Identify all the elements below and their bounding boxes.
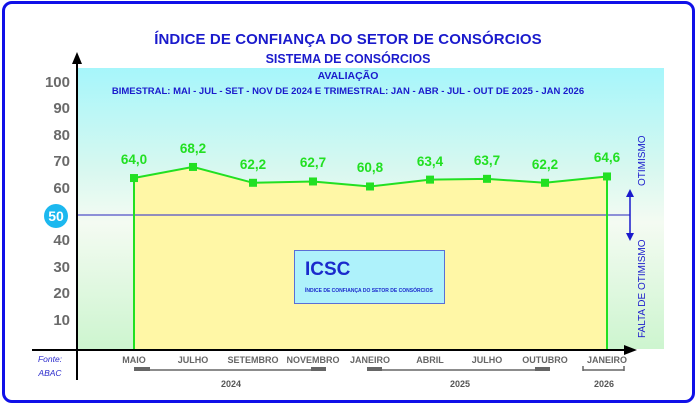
series-line: [130, 162, 611, 350]
year-bracket-2024: [134, 367, 326, 371]
data-value-label: 63,4: [416, 153, 444, 169]
arrow-down-icon: [626, 233, 634, 241]
data-value-label: 62,2: [531, 156, 559, 172]
year-label-2025: 2025: [449, 379, 471, 389]
y-tick-90: 90: [53, 100, 70, 118]
source-label: Fonte:: [37, 354, 63, 364]
chart-period: BIMESTRAL: MAI - JUL - SET - NOV DE 2024…: [111, 86, 585, 97]
data-point-marker: [426, 175, 434, 184]
x-tick-label: MAIO: [122, 355, 146, 365]
data-value-label: 62,2: [239, 156, 267, 172]
year-label-2026: 2026: [593, 379, 615, 389]
data-point-marker: [309, 177, 317, 186]
arrow-up-icon: [626, 189, 634, 197]
data-value-label: 64,6: [593, 150, 621, 166]
legend-subtitle: ÍNDICE DE CONFIANÇA DO SETOR DE CONSÓRCI…: [305, 288, 433, 294]
y-tick-70: 70: [53, 153, 70, 171]
legend-title: ICSC: [305, 259, 351, 280]
y-tick-20: 20: [53, 285, 70, 303]
data-value-label: 68,2: [179, 140, 207, 156]
legend-box: ICSC ÍNDICE DE CONFIANÇA DO SETOR DE CON…: [294, 250, 445, 304]
x-tick-label: NOVEMBRO: [286, 355, 340, 365]
y-tick-80: 80: [53, 126, 70, 144]
lack-of-optimism-label: FALTA DE OTIMISMO: [637, 239, 648, 338]
data-point-marker: [603, 172, 611, 181]
y-tick-30: 30: [53, 258, 70, 276]
data-value-label: 62,7: [299, 155, 327, 171]
x-tick-label: JANEIRO: [586, 355, 627, 365]
year-label-2024: 2024: [220, 379, 242, 389]
data-value-label: 64,0: [120, 152, 148, 168]
data-point-marker: [130, 174, 138, 183]
data-point-marker: [249, 178, 257, 187]
data-point-marker: [541, 178, 549, 187]
chart-title: ÍNDICE DE CONFIANÇA DO SETOR DE CONSÓRCI…: [154, 31, 542, 48]
x-tick-label: OUTUBRO: [522, 355, 568, 365]
source-name: ABAC: [38, 368, 62, 378]
threshold-badge: 50: [44, 204, 68, 228]
chart-subtitle: SISTEMA DE CONSÓRCIOS: [265, 52, 431, 66]
data-point-marker: [366, 182, 374, 191]
year-bracket-2025: [367, 367, 550, 371]
x-axis-arrow-icon: [624, 345, 637, 355]
x-tick-label: SETEMBRO: [227, 355, 279, 365]
y-tick-60: 60: [53, 179, 70, 197]
data-value-label: 63,7: [473, 152, 501, 168]
chart-section: AVALIAÇÃO: [317, 70, 379, 82]
y-tick-10: 10: [53, 311, 70, 329]
data-value-label: 60,8: [356, 160, 384, 176]
x-tick-label: JULHO: [471, 355, 503, 365]
y-axis-arrow-icon: [72, 52, 82, 64]
x-tick-label: JANEIRO: [349, 355, 390, 365]
x-tick-label: JULHO: [177, 355, 209, 365]
y-tick-100: 100: [44, 74, 70, 91]
x-tick-label: ABRIL: [416, 355, 444, 365]
optimism-label: OTIMISMO: [637, 135, 648, 186]
year-bracket-2026: [582, 366, 625, 371]
data-point-marker: [483, 174, 491, 183]
data-point-marker: [189, 162, 197, 171]
y-tick-40: 40: [53, 232, 70, 250]
